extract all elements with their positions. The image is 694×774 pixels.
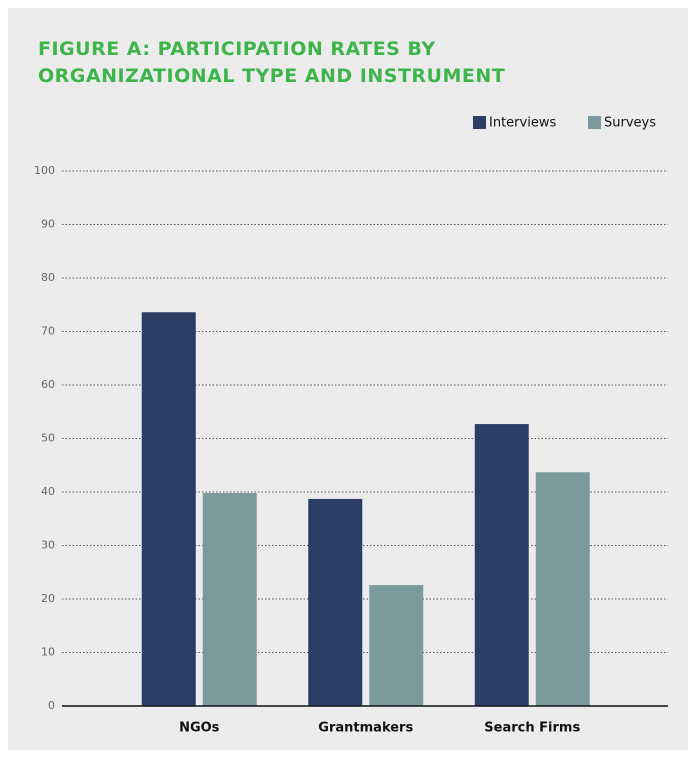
- y-tick-label: 20: [41, 592, 55, 605]
- y-tick-label: 60: [41, 378, 55, 391]
- bar: [202, 493, 257, 706]
- y-tick-label: 100: [34, 164, 55, 177]
- y-tick-label: 70: [41, 325, 55, 338]
- legend-label: Surveys: [604, 116, 656, 131]
- y-tick-label: 30: [41, 539, 55, 552]
- bar: [141, 312, 196, 706]
- y-tick-label: 0: [48, 699, 55, 712]
- chart-title: FIGURE A: PARTICIPATION RATES BY ORGANIZ…: [38, 38, 506, 87]
- x-tick-label: Grantmakers: [318, 721, 413, 736]
- bar: [308, 498, 363, 706]
- legend-swatch: [473, 116, 486, 129]
- x-tick-label: Search Firms: [484, 721, 580, 736]
- y-tick-label: 90: [41, 218, 55, 231]
- y-tick-label: 40: [41, 485, 55, 498]
- legend-swatch: [588, 116, 601, 129]
- bar: [474, 424, 529, 706]
- y-tick-label: 50: [41, 432, 55, 445]
- x-tick-label: NGOs: [179, 721, 220, 736]
- y-tick-label: 10: [41, 646, 55, 659]
- bar: [369, 585, 424, 706]
- y-tick-label: 80: [41, 271, 55, 284]
- legend-label: Interviews: [489, 116, 556, 131]
- bar: [535, 472, 590, 706]
